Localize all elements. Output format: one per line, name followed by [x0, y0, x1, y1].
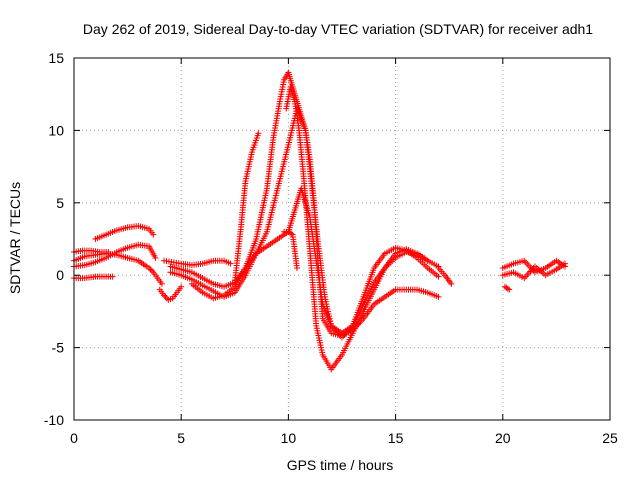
- data-points: [71, 69, 568, 373]
- series-track-14: [156, 283, 185, 303]
- series-track-3: [92, 222, 157, 242]
- data-point: [435, 273, 442, 280]
- plot-border: [73, 57, 611, 421]
- x-tick-label: 15: [388, 430, 404, 446]
- series-track-15: [435, 264, 455, 287]
- data-point: [424, 257, 431, 264]
- series-track-10: [188, 69, 442, 340]
- series-track-17: [499, 260, 568, 282]
- y-tick-label: 0: [56, 267, 64, 283]
- data-point: [162, 293, 169, 300]
- data-point: [150, 231, 157, 238]
- x-axis-ticks: 0 5 10 15 20 25: [70, 58, 618, 446]
- x-tick-label: 20: [495, 430, 511, 446]
- data-point: [158, 280, 165, 287]
- data-point: [293, 264, 300, 271]
- series-track-9: [167, 105, 442, 341]
- series-track-18: [501, 283, 513, 293]
- series-track-5: [71, 247, 112, 256]
- x-tick-label: 10: [281, 430, 297, 446]
- data-point: [105, 249, 112, 256]
- data-point: [148, 267, 155, 274]
- x-axis-label: GPS time / hours: [287, 457, 394, 473]
- data-point: [561, 260, 568, 267]
- x-tick-label: 5: [177, 430, 185, 446]
- data-point: [152, 254, 159, 261]
- grid-lines: [74, 58, 610, 420]
- series-track-6: [146, 264, 165, 287]
- plot-frame: [73, 57, 611, 421]
- data-point: [506, 286, 513, 293]
- series-track-2: [71, 241, 159, 270]
- data-point: [435, 293, 442, 300]
- y-tick-label: -5: [52, 340, 65, 356]
- x-tick-label: 25: [602, 430, 618, 446]
- series-track-4: [71, 273, 116, 282]
- y-axis-ticks: -10 -5 0 5 10 15: [44, 50, 610, 428]
- series-track-13: [281, 228, 300, 271]
- x-tick-label: 0: [70, 430, 78, 446]
- y-axis-label: SDTVAR / TECUs: [7, 182, 23, 294]
- data-point: [227, 260, 234, 267]
- data-point: [161, 292, 168, 299]
- data-point: [255, 130, 262, 137]
- y-tick-label: 5: [56, 195, 64, 211]
- y-tick-label: 15: [48, 50, 64, 66]
- series-track-7: [161, 257, 234, 269]
- data-point: [163, 295, 170, 302]
- data-point: [288, 230, 295, 237]
- chart-title: Day 262 of 2019, Sidereal Day-to-day VTE…: [83, 21, 593, 37]
- data-point: [147, 266, 154, 273]
- data-point: [146, 264, 153, 271]
- series-track-11: [231, 130, 262, 286]
- data-point: [448, 280, 455, 287]
- y-tick-label: 10: [48, 122, 64, 138]
- data-point: [109, 273, 116, 280]
- series-track-12: [283, 83, 431, 373]
- data-point: [178, 283, 185, 290]
- data-point: [504, 285, 511, 292]
- y-tick-label: -10: [44, 412, 64, 428]
